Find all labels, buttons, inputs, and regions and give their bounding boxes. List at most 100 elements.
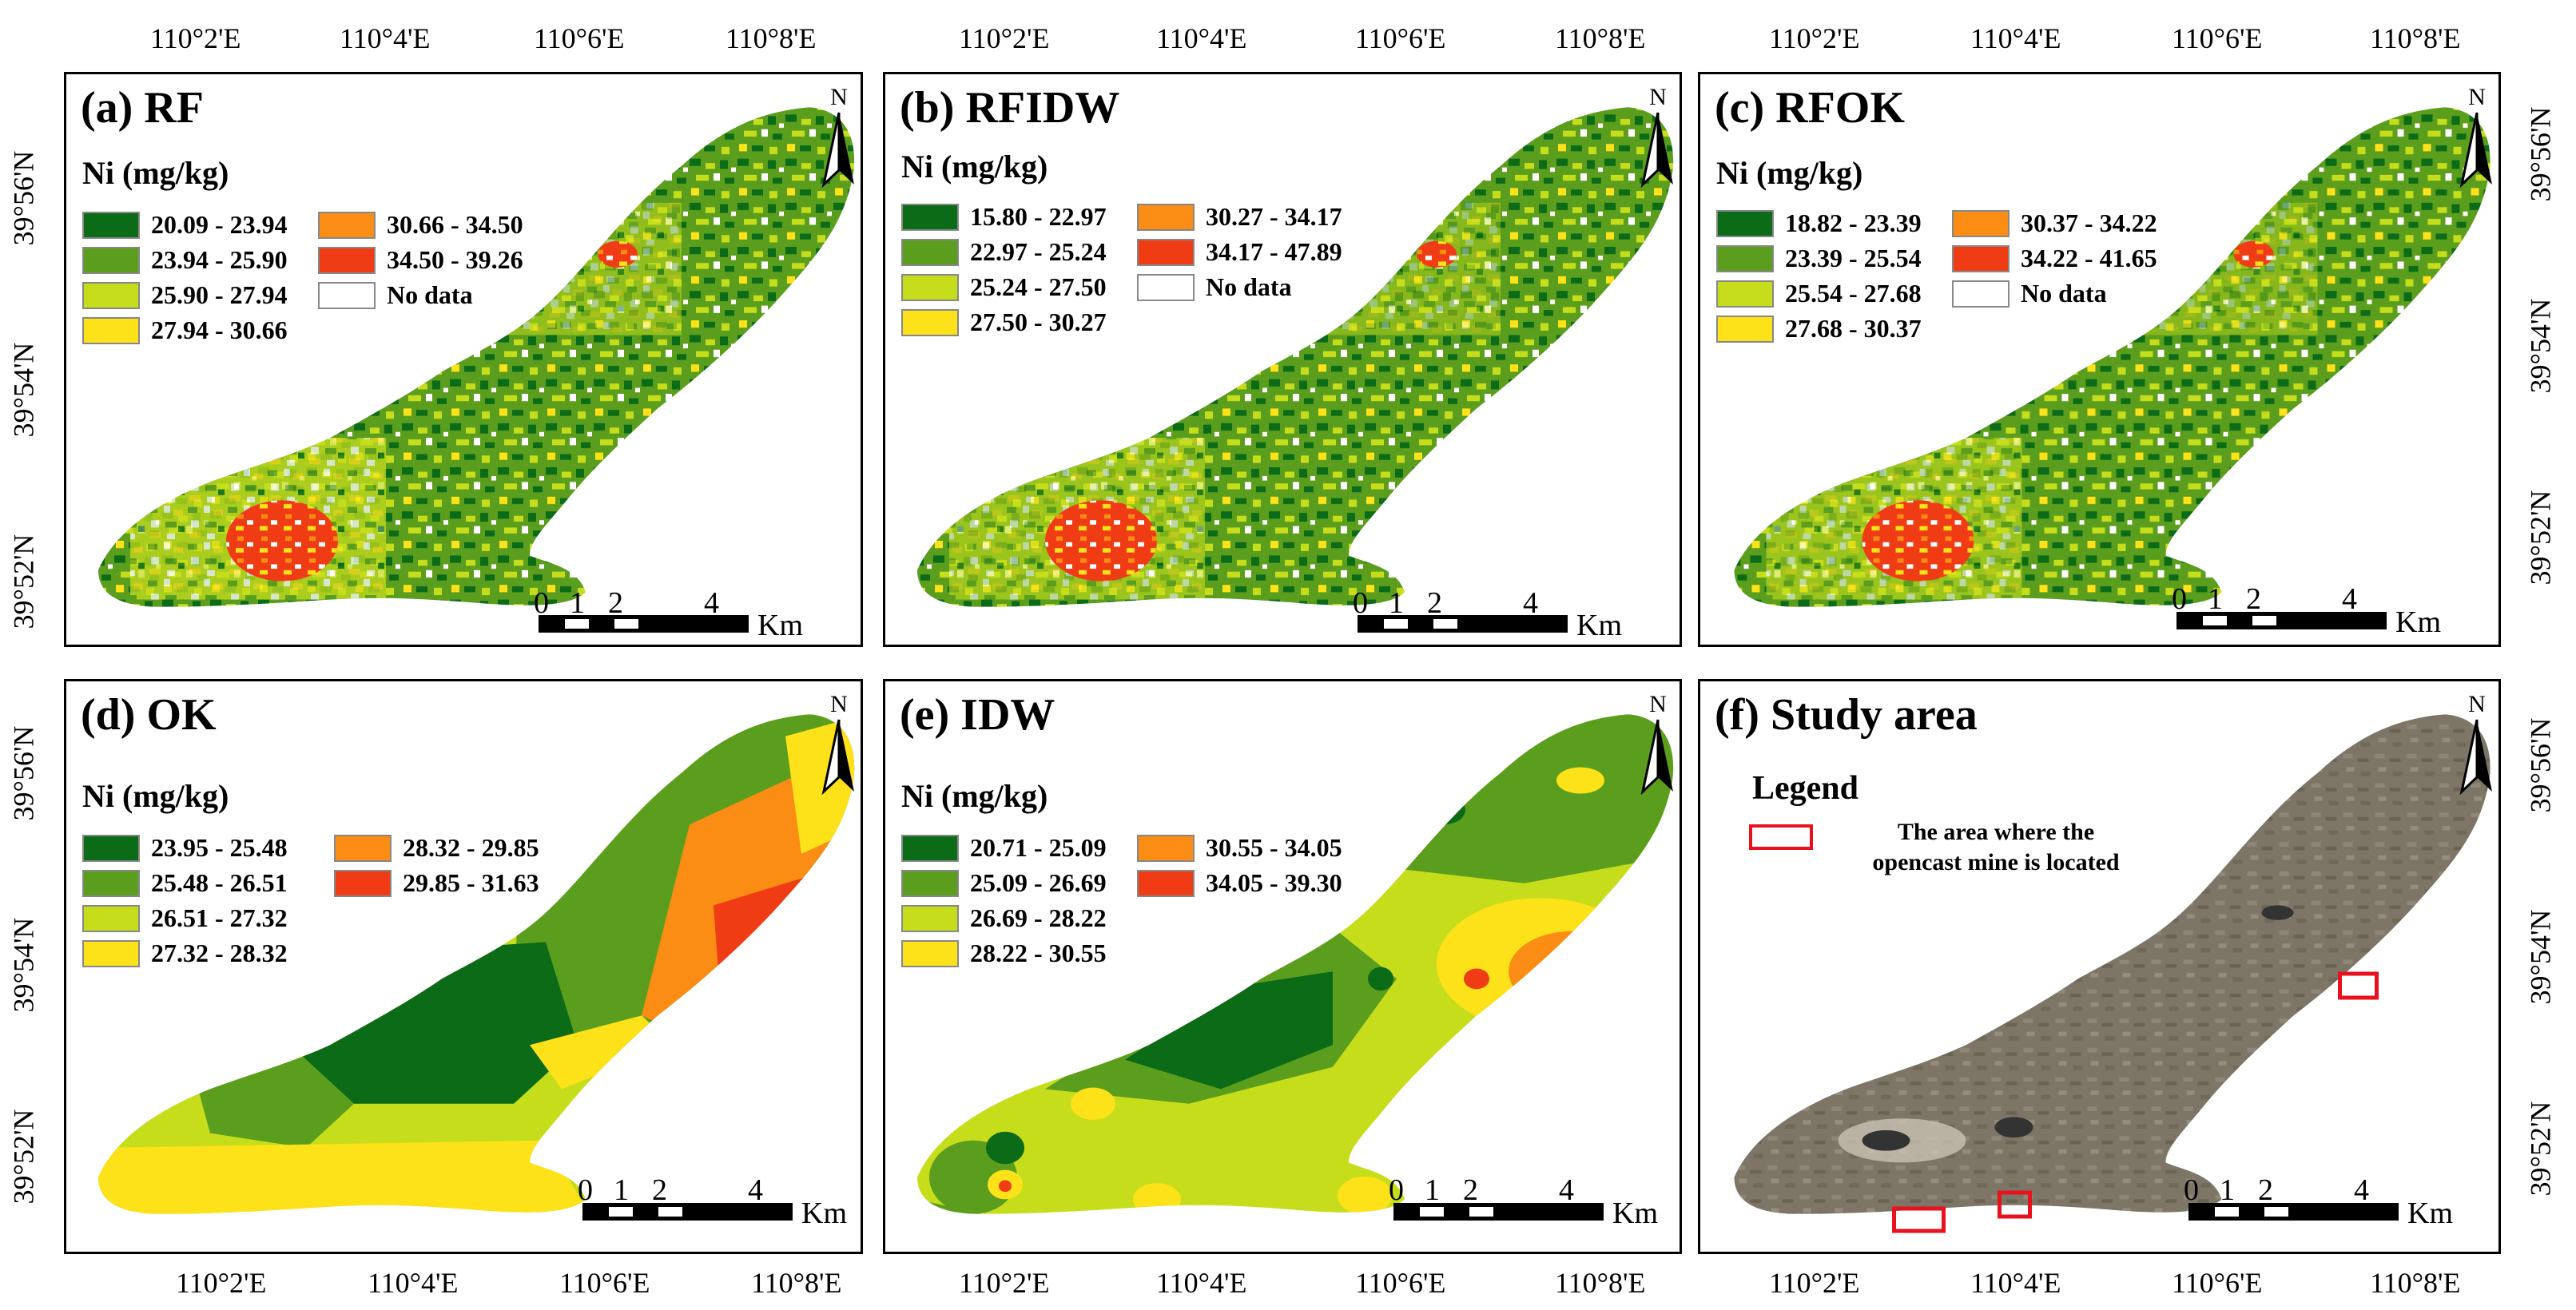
legend-item: 34.17 - 47.89 xyxy=(1137,237,1342,267)
north-arrow-icon: N xyxy=(2459,691,2492,796)
lon-label: 110°6'E xyxy=(1355,1267,1446,1299)
scale-tick: 0 xyxy=(578,1173,593,1207)
legend-item: 20.71 - 25.09 xyxy=(901,833,1107,863)
lat-label: 39°52'N xyxy=(2524,1101,2557,1197)
mine-area-legend-icon xyxy=(1749,824,1813,850)
legend-item: 25.24 - 27.50 xyxy=(901,272,1107,302)
lon-label: 110°4'E xyxy=(1156,22,1247,54)
legend-item: 34.05 - 39.30 xyxy=(1137,868,1342,898)
north-label: N xyxy=(1649,84,1667,110)
scale-tick: 4 xyxy=(704,586,719,620)
north-label: N xyxy=(830,84,848,110)
lon-label: 110°8'E xyxy=(2370,22,2461,54)
scale-unit: Km xyxy=(1612,1197,1658,1230)
map-study-area xyxy=(1734,714,2491,1233)
legend-title: Ni (mg/kg) xyxy=(1716,155,1863,191)
legend-item: 27.68 - 30.37 xyxy=(1716,314,1922,343)
scale-bar xyxy=(2188,1203,2399,1221)
legend-item: 26.69 - 28.22 xyxy=(901,903,1107,933)
legend-item: 28.32 - 29.85 xyxy=(334,833,539,863)
legend-item: No data xyxy=(318,280,473,310)
scale-tick: 2 xyxy=(2246,582,2261,616)
legend-item: 18.82 - 23.39 xyxy=(1716,208,1922,238)
lon-label: 110°4'E xyxy=(1970,22,2061,54)
scale-tick: 4 xyxy=(2342,582,2357,616)
scale-tick: 2 xyxy=(1463,1173,1478,1207)
scale-tick: 4 xyxy=(2354,1173,2369,1207)
lat-label: 39°54'N xyxy=(2524,298,2557,394)
lat-label: 39°54'N xyxy=(7,917,40,1013)
north-arrow-icon: N xyxy=(1640,691,1673,796)
lon-label: 110°8'E xyxy=(1555,22,1646,54)
legend-item: 27.94 - 30.66 xyxy=(82,316,288,345)
legend-item: 30.66 - 34.50 xyxy=(318,210,523,240)
panel-c-rfok: (c) RFOK Ni (mg/kg) 18.82 - 23.39 23.39 … xyxy=(1698,72,2501,647)
scale-tick: 0 xyxy=(1389,1173,1404,1207)
lon-label: 110°4'E xyxy=(340,22,431,54)
legend-item: 25.48 - 26.51 xyxy=(82,868,288,898)
legend-item: 23.95 - 25.48 xyxy=(82,833,288,863)
lat-label: 39°52'N xyxy=(7,1109,40,1205)
scale-tick: 1 xyxy=(2220,1173,2235,1207)
north-label: N xyxy=(1649,691,1667,717)
scale-tick: 0 xyxy=(2172,582,2187,616)
lon-label: 110°2'E xyxy=(1769,22,1860,54)
map-rfok xyxy=(1734,107,2491,607)
lon-label: 110°8'E xyxy=(751,1267,842,1299)
scale-tick: 1 xyxy=(2208,582,2223,616)
north-label: N xyxy=(2468,84,2486,110)
lon-label: 110°4'E xyxy=(1970,1267,2061,1299)
lon-label: 110°2'E xyxy=(176,1267,267,1299)
scale-unit: Km xyxy=(1576,609,1622,642)
panel-title: (c) RFOK xyxy=(1715,83,1905,133)
map-idw xyxy=(917,714,1674,1214)
lon-label: 110°2'E xyxy=(959,1267,1050,1299)
lat-label: 39°56'N xyxy=(7,725,40,821)
north-arrow-icon: N xyxy=(821,84,854,189)
legend-item: 30.55 - 34.05 xyxy=(1137,833,1342,863)
panel-title: (f) Study area xyxy=(1715,690,1978,740)
lon-label: 110°8'E xyxy=(2370,1267,2461,1299)
map-rfidw xyxy=(917,107,1674,607)
scale-bar xyxy=(2176,612,2387,629)
legend-item: 23.94 - 25.90 xyxy=(82,245,288,275)
legend-item: 23.39 - 25.54 xyxy=(1716,244,1922,273)
legend-item: 29.85 - 31.63 xyxy=(334,868,539,898)
legend-item: 27.32 - 28.32 xyxy=(82,939,288,968)
scale-tick: 0 xyxy=(2184,1173,2199,1207)
scale-tick: 2 xyxy=(2258,1173,2273,1207)
legend-title: Ni (mg/kg) xyxy=(82,778,229,814)
scale-unit: Km xyxy=(2395,605,2441,639)
scale-bar xyxy=(539,615,749,633)
lat-label: 39°54'N xyxy=(2524,909,2557,1005)
north-label: N xyxy=(2468,691,2486,717)
scale-bar xyxy=(582,1203,793,1221)
lon-label: 110°2'E xyxy=(150,22,241,54)
scale-unit: Km xyxy=(801,1197,847,1230)
mine-area-marker xyxy=(1998,1190,2032,1219)
lat-label: 39°54'N xyxy=(7,342,40,438)
scale-tick: 2 xyxy=(1427,586,1442,620)
panel-a-rf: (a) RF Ni (mg/kg) 20.09 - 23.94 23.94 - … xyxy=(64,72,863,647)
scale-tick: 2 xyxy=(652,1173,667,1207)
legend-title: Ni (mg/kg) xyxy=(901,149,1048,185)
lon-label: 110°2'E xyxy=(1769,1267,1860,1299)
legend-item: 20.09 - 23.94 xyxy=(82,210,288,240)
legend-item: No data xyxy=(1137,272,1292,302)
lon-label: 110°4'E xyxy=(1156,1267,1247,1299)
panel-b-rfidw: (b) RFIDW Ni (mg/kg) 15.80 - 22.97 22.97… xyxy=(883,72,1682,647)
mine-area-marker xyxy=(2338,971,2379,1000)
scale-tick: 4 xyxy=(1523,586,1538,620)
lon-label: 110°8'E xyxy=(725,22,817,54)
mine-area-marker xyxy=(1892,1206,1946,1233)
lat-label: 39°56'N xyxy=(2524,717,2557,813)
legend-item: 28.22 - 30.55 xyxy=(901,939,1107,968)
legend-title: Ni (mg/kg) xyxy=(82,155,229,191)
lon-label: 110°6'E xyxy=(1355,22,1446,54)
legend-item: 22.97 - 25.24 xyxy=(901,237,1107,267)
scale-tick: 4 xyxy=(1559,1173,1574,1207)
legend-item: 34.50 - 39.26 xyxy=(318,245,523,275)
legend-item: 27.50 - 30.27 xyxy=(901,308,1107,337)
lat-label: 39°56'N xyxy=(7,150,40,246)
lon-label: 110°4'E xyxy=(368,1267,459,1299)
